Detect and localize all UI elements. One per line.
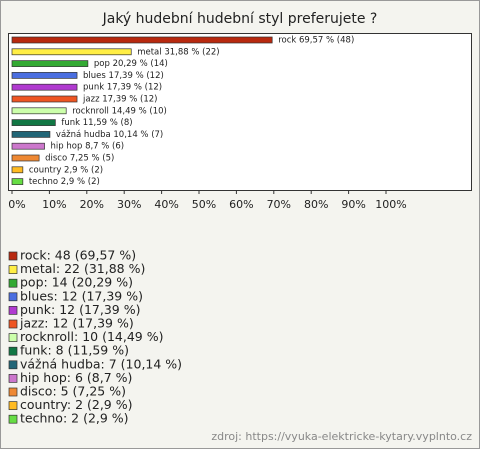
bar <box>11 178 24 185</box>
legend-label: funk: 8 (11,59 %) <box>20 343 129 358</box>
data-label: rocknroll 14,49 % (10) <box>72 106 167 116</box>
bar <box>11 142 45 150</box>
legend-label: disco: 5 (7,25 %) <box>20 384 126 399</box>
legend-swatch <box>8 319 18 329</box>
legend-swatch <box>8 292 18 302</box>
legend-swatch <box>8 414 18 424</box>
chart-title: Jaký hudební hudební styl preferujete ? <box>102 11 378 27</box>
x-tick-label: 50% <box>192 198 216 211</box>
x-tick-label: 30% <box>117 198 141 211</box>
legend-label: rocknroll: 10 (14,49 %) <box>20 329 163 344</box>
x-tick-label: 20% <box>80 198 104 211</box>
data-label: punk 17,39 % (12) <box>83 83 162 93</box>
source: zdroj: https://vyuka-elektricke-kytary.v… <box>211 430 472 443</box>
data-label: jazz 17,39 % (12) <box>82 95 157 105</box>
data-label: country 2,9 % (2) <box>29 165 103 175</box>
plot-area <box>8 33 472 191</box>
bar <box>11 83 78 91</box>
data-label: rock 69,57 % (48) <box>278 36 354 46</box>
x-tick-label: 0% <box>8 198 25 211</box>
legend-label: blues: 12 (17,39 %) <box>20 288 143 303</box>
bar <box>11 166 24 174</box>
legend-swatch <box>8 360 18 370</box>
legend-label: punk: 12 (17,39 %) <box>20 302 140 317</box>
legend-swatch <box>8 278 18 288</box>
bar <box>11 154 40 162</box>
legend-swatch <box>8 374 18 383</box>
legend-label: pop: 14 (20,29 %) <box>20 275 133 290</box>
data-label: metal 31,88 % (22) <box>137 47 219 57</box>
x-tick-label: 90% <box>341 198 365 211</box>
x-tick-label: 10% <box>42 198 66 211</box>
x-tick-label: 60% <box>229 198 253 211</box>
bar <box>11 119 56 126</box>
bar <box>11 72 78 79</box>
legend-swatch <box>8 306 18 315</box>
x-tick-label: 80% <box>304 198 328 211</box>
legend-label: techno: 2 (2,9 %) <box>20 411 129 426</box>
bar <box>11 48 132 56</box>
x-tick-label: 40% <box>154 198 178 211</box>
legend-label: hip hop: 6 (8,7 %) <box>20 370 132 385</box>
legend-swatch <box>8 387 18 397</box>
legend-swatch <box>8 346 18 356</box>
legend-label: metal: 22 (31,88 %) <box>20 261 145 276</box>
data-label: techno 2,9 % (2) <box>29 177 100 187</box>
legend-label: country: 2 (2,9 %) <box>20 397 133 412</box>
legend-swatch <box>8 251 18 261</box>
data-label: funk 11,59 % (8) <box>61 118 132 128</box>
bar <box>11 131 51 138</box>
bar <box>11 36 273 44</box>
data-label: vážná hudba 10,14 % (7) <box>56 130 163 140</box>
bar <box>11 60 89 67</box>
legend-label: vážná hudba: 7 (10,14 %) <box>20 356 182 371</box>
bar <box>11 107 67 115</box>
data-label: disco 7,25 % (5) <box>45 154 114 164</box>
data-label: hip hop 8,7 % (6) <box>51 142 125 152</box>
legend-swatch <box>8 265 18 274</box>
data-label: blues 17,39 % (12) <box>83 71 164 81</box>
x-tick-label: 100% <box>375 198 406 211</box>
legend-swatch <box>8 401 18 410</box>
legend-swatch <box>8 333 18 342</box>
bar <box>11 95 78 103</box>
data-label: pop 20,29 % (14) <box>94 59 168 69</box>
legend-label: rock: 48 (69,57 %) <box>20 248 136 263</box>
legend-label: jazz: 12 (17,39 %) <box>19 316 134 331</box>
x-tick-label: 70% <box>267 198 291 211</box>
